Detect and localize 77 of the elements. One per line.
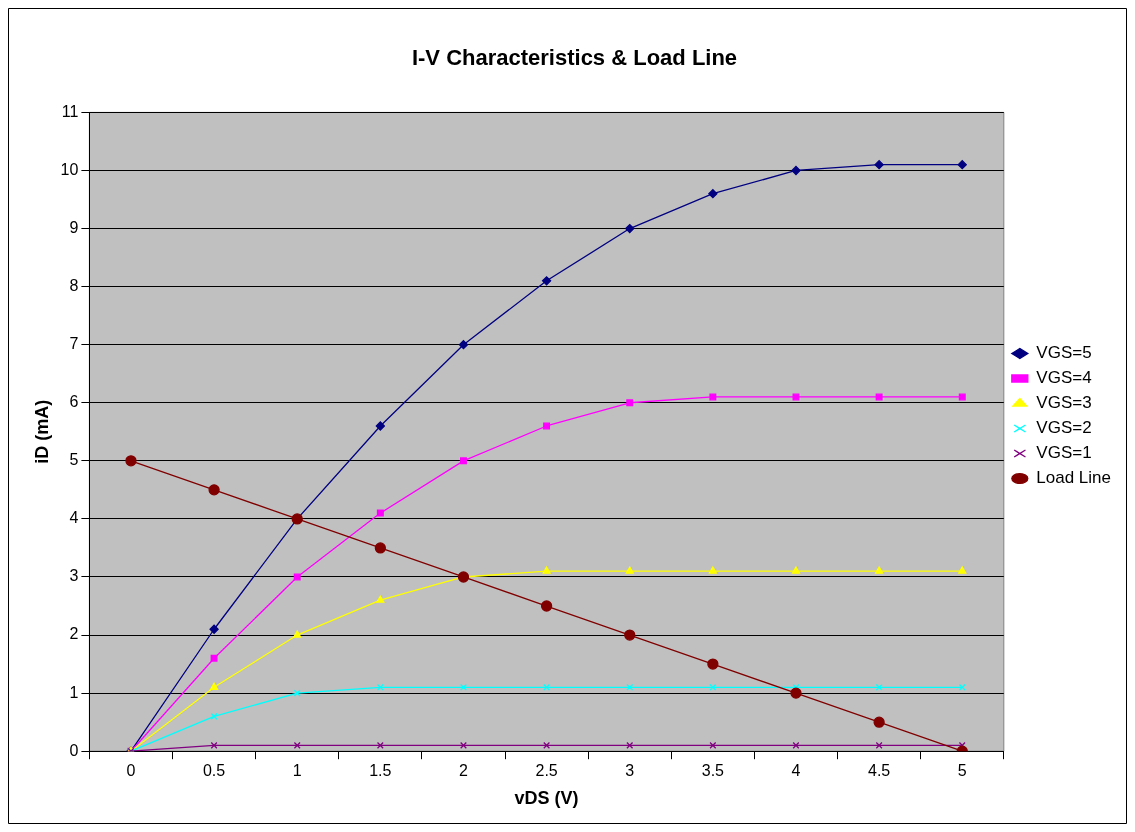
y-tick-label: 1 — [69, 683, 79, 701]
point — [707, 658, 719, 670]
x-tick-label: 2 — [459, 762, 469, 780]
point — [875, 741, 883, 749]
point — [209, 624, 219, 634]
legend-label: Load Line — [1036, 468, 1112, 488]
point — [458, 340, 469, 350]
point — [375, 421, 385, 431]
point — [708, 189, 718, 199]
point — [791, 165, 801, 176]
point — [460, 741, 467, 749]
x-tick-label: 3.5 — [701, 762, 725, 780]
point — [542, 566, 551, 574]
y-tick-label: 10 — [60, 160, 79, 178]
point — [957, 160, 967, 170]
y-axis-title: iD (mA) — [31, 399, 52, 464]
point — [709, 393, 717, 401]
point — [792, 741, 800, 749]
legend-label: VGS=1 — [1036, 443, 1092, 463]
y-tick-label: 7 — [69, 335, 79, 353]
point — [873, 716, 885, 728]
point — [293, 741, 301, 749]
point — [624, 629, 636, 641]
x-tick-label: 4 — [791, 762, 801, 780]
point — [625, 566, 634, 574]
point — [293, 689, 301, 697]
y-tick-label: 3 — [69, 567, 79, 585]
legend-label: VGS=5 — [1036, 343, 1092, 363]
point — [208, 484, 220, 496]
chart-title: I-V Characteristics & Load Line — [411, 45, 738, 71]
y-tick-label: 6 — [69, 393, 79, 411]
y-tick-label: 9 — [69, 218, 79, 236]
x-tick-label: 1 — [292, 762, 302, 780]
point — [958, 566, 967, 574]
point — [708, 566, 717, 574]
y-tick-label: 11 — [61, 102, 79, 120]
point — [293, 630, 302, 638]
x-tick-label: 4.5 — [868, 762, 891, 780]
point — [210, 712, 218, 720]
x-tick-label: 3 — [625, 762, 635, 780]
point — [875, 683, 883, 691]
point — [709, 683, 717, 691]
point — [460, 683, 467, 691]
legend-label: VGS=2 — [1036, 418, 1092, 438]
point — [460, 457, 467, 465]
x-tick-label: 0 — [126, 762, 136, 780]
point — [625, 223, 635, 234]
point — [874, 160, 884, 170]
point — [626, 399, 634, 407]
point — [125, 455, 137, 467]
x-tick-label: 1.5 — [369, 762, 392, 780]
point — [709, 741, 717, 749]
legend-label: VGS=3 — [1036, 393, 1092, 413]
y-tick-label: 8 — [69, 277, 79, 295]
point — [875, 566, 884, 574]
legend-label: VGS=4 — [1036, 368, 1092, 388]
point — [209, 682, 219, 690]
point — [210, 741, 218, 749]
point — [791, 566, 801, 574]
point — [541, 276, 552, 286]
x-axis-title: vDS (V) — [514, 788, 579, 809]
x-tick-label: 0.5 — [202, 762, 226, 780]
point — [540, 600, 553, 612]
point — [626, 741, 634, 749]
point — [376, 509, 384, 517]
point — [376, 595, 385, 603]
x-tick-label: 2.5 — [535, 762, 558, 780]
point — [875, 393, 883, 401]
y-tick-label: 4 — [69, 509, 79, 527]
y-tick-label: 2 — [69, 625, 79, 643]
point — [958, 393, 966, 401]
point — [790, 687, 802, 699]
y-tick-label: 5 — [69, 451, 79, 469]
point — [210, 654, 218, 662]
y-tick-label: 0 — [69, 741, 79, 759]
point — [374, 542, 386, 554]
x-tick-label: 5 — [957, 762, 967, 780]
